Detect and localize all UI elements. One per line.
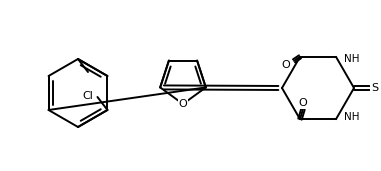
Text: O: O	[179, 99, 187, 109]
Text: NH: NH	[344, 112, 360, 122]
Text: NH: NH	[344, 54, 360, 64]
Text: Cl: Cl	[83, 91, 93, 101]
Text: O: O	[299, 98, 307, 108]
Text: O: O	[282, 60, 290, 70]
Text: S: S	[371, 83, 379, 93]
